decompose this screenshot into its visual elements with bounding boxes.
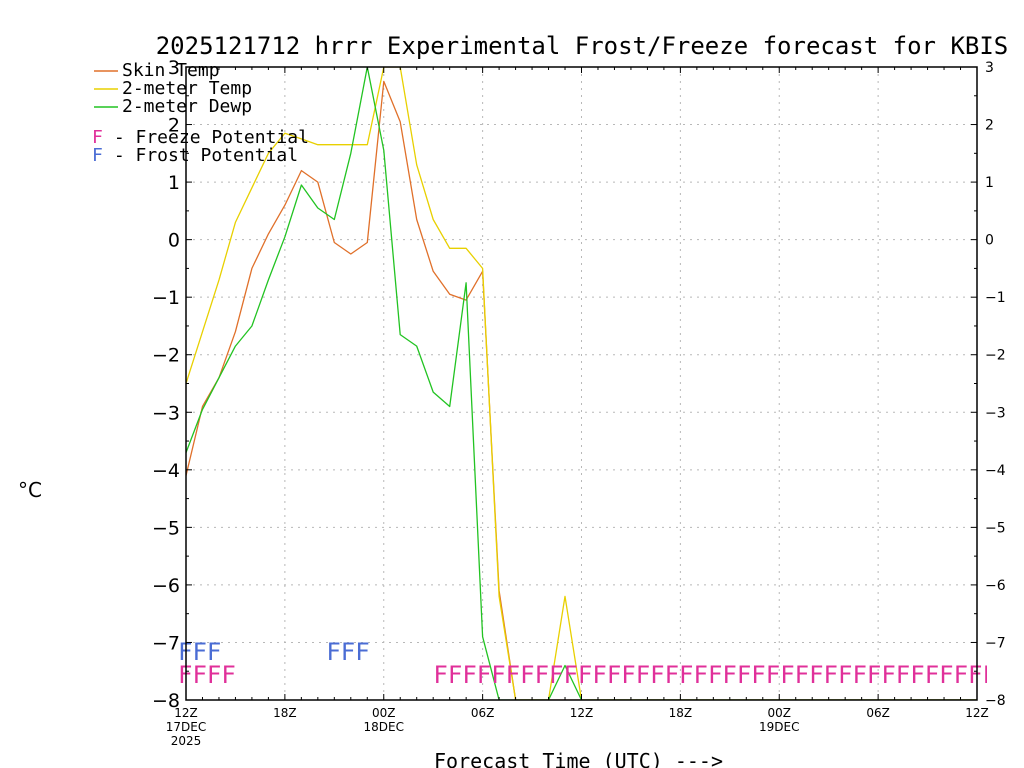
y-tick-label-right: −7	[985, 635, 1006, 651]
x-axis-label: Forecast Time (UTC) --->	[434, 749, 723, 768]
frost-freeze-marks: FFF FFFFFFF FFFFFFFFFFFFFFFFFFFFFFFFFFFFFF…	[178, 638, 1024, 689]
legend: Skin Temp 2-meter Temp 2-meter Dewp F - …	[92, 60, 309, 166]
y-tick-label: −2	[152, 345, 180, 367]
legend-label-skin-temp: Skin Temp	[122, 60, 220, 81]
x-tick-sublabel: 19DEC	[759, 720, 799, 734]
x-tick-label: 18Z	[669, 706, 693, 720]
series-group	[186, 67, 977, 700]
y-tick-label-right: 1	[985, 175, 994, 191]
grid	[186, 67, 977, 700]
x-tick-label: 12Z	[570, 706, 594, 720]
x-tick-label: 12Z	[174, 706, 198, 720]
y-tick-label: 3	[168, 57, 180, 79]
x-tick-label: 18Z	[273, 706, 297, 720]
x-tick-sublabel: 18DEC	[364, 720, 404, 734]
y-tick-label: −3	[152, 402, 180, 424]
y-tick-label-right: 0	[985, 233, 994, 249]
freeze-potential-marks: FFFF	[178, 661, 236, 689]
y-tick-label-right: −3	[985, 405, 1006, 421]
y-tick-label: −1	[152, 287, 180, 309]
x-tick-sublabel: 2025	[171, 734, 202, 748]
x-tick-label: 00Z	[372, 706, 396, 720]
frost-potential-marks: FFF	[178, 638, 221, 666]
legend-label-2m-temp: 2-meter Temp	[122, 78, 252, 99]
x-tick-label: 00Z	[768, 706, 792, 720]
x-tick-label: 06Z	[866, 706, 890, 720]
y-tick-label-right: −6	[985, 578, 1006, 594]
x-tick-label: 12Z	[965, 706, 989, 720]
y-tick-label: −7	[152, 632, 180, 654]
y-tick-label: 1	[168, 172, 180, 194]
y-tick-label: −8	[152, 690, 180, 712]
legend-label-2m-dewp: 2-meter Dewp	[122, 96, 252, 117]
legend-freeze-text: - Freeze Potential	[103, 127, 309, 148]
y-tick-label-right: −8	[985, 693, 1006, 709]
freeze-potential-marks: FFFFFFFFFFFFFFFFFFFFFFFFFFFFFFFFFFFFFFFF…	[433, 661, 1024, 689]
series-line-2-meter-temp	[186, 67, 977, 700]
y-axis-label: °C	[18, 478, 42, 502]
y-tick-label-right: −5	[985, 520, 1006, 536]
y-tick-label: −4	[152, 460, 180, 482]
y-tick-label-right: −2	[985, 348, 1006, 364]
frost-potential-marks: FFF	[326, 638, 369, 666]
y-tick-label-right: 3	[985, 60, 994, 76]
x-tick-sublabel: 17DEC	[166, 720, 206, 734]
y-tick-label-right: −4	[985, 463, 1006, 479]
series-line-2-meter-dewp	[186, 67, 977, 700]
y-tick-label: 0	[168, 230, 180, 252]
legend-freeze-letter: F	[92, 127, 103, 148]
legend-frost-letter: F	[92, 145, 103, 166]
chart-title: 2025121712 hrrr Experimental Frost/Freez…	[156, 32, 1009, 60]
y-tick-label: −5	[152, 517, 180, 539]
series-line-skin-temp	[186, 80, 977, 700]
y-tick-label-right: 2	[985, 118, 994, 134]
y-tick-label: −6	[152, 575, 180, 597]
y-tick-label: 2	[168, 115, 180, 137]
y-tick-label-right: −1	[985, 290, 1006, 306]
y-axis: 3 3 2 2 1 1 0 0 −1 −1 −2 −2 −3 −3 −4 −4 −5 −5 −6 −6 −7 −7 −8 −8	[152, 57, 1006, 712]
legend-frost-text: - Frost Potential	[103, 145, 298, 166]
x-tick-label: 06Z	[471, 706, 495, 720]
